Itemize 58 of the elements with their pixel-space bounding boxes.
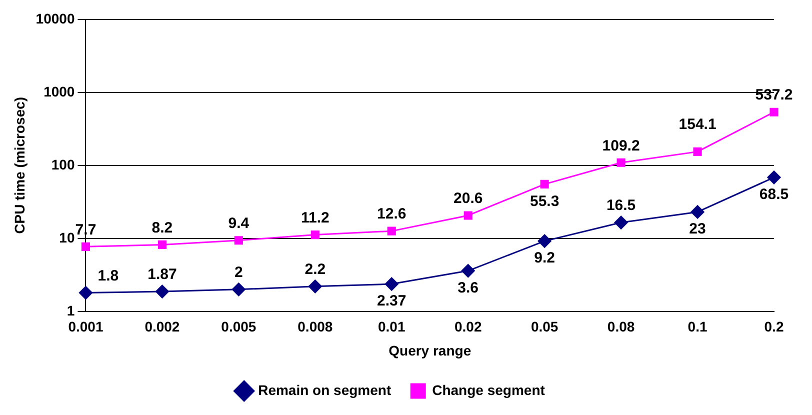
x-tick-label: 0.005 — [221, 318, 256, 335]
point — [155, 284, 169, 298]
legend-label: Remain on segment — [258, 382, 392, 398]
y-tick-label: 10000 — [36, 10, 75, 26]
data-label: 2 — [234, 264, 243, 282]
data-label: 12.6 — [377, 206, 406, 223]
data-label: 9.4 — [228, 215, 250, 232]
data-label: 23 — [689, 220, 706, 238]
x-tick-label: 0.05 — [530, 318, 558, 335]
data-label: 537.2 — [755, 86, 793, 104]
point — [387, 226, 396, 236]
x-tick-label: 0.08 — [607, 318, 635, 335]
data-label: 68.5 — [759, 186, 789, 204]
y-tick-label: 10 — [59, 229, 75, 246]
point — [538, 234, 552, 248]
point — [384, 277, 398, 291]
x-axis-title: Query range — [388, 342, 472, 358]
data-label: 55.3 — [530, 192, 560, 210]
x-tick-label: 0.002 — [144, 318, 180, 335]
y-tick-label: 100 — [51, 156, 75, 172]
point — [232, 282, 246, 296]
legend-label: Change segment — [432, 382, 546, 398]
point — [540, 180, 549, 188]
point — [81, 242, 90, 251]
data-label: 1.87 — [148, 266, 177, 284]
data-label: 2.37 — [377, 292, 406, 310]
data-label: 109.2 — [602, 137, 640, 154]
point — [461, 264, 475, 278]
point — [616, 158, 626, 167]
data-label: 2.2 — [304, 261, 326, 278]
y-tick-label: 1 — [66, 302, 75, 318]
x-tick-label: 0.2 — [764, 318, 784, 335]
x-tick-label: 0.001 — [68, 318, 104, 335]
data-label: 20.6 — [454, 190, 483, 208]
point — [767, 170, 781, 184]
x-tick-label: 0.01 — [378, 318, 406, 335]
data-label: 11.2 — [300, 209, 330, 226]
data-label: 1.8 — [98, 267, 119, 284]
point — [464, 211, 472, 220]
x-tick-label: 0.008 — [298, 318, 333, 335]
point — [690, 205, 704, 219]
x-tick-label: 0.02 — [454, 318, 482, 335]
point — [310, 230, 320, 240]
point — [693, 147, 702, 156]
y-tick-label: 1000 — [44, 83, 75, 100]
data-label: 16.5 — [606, 197, 636, 214]
data-label: 9.2 — [534, 250, 556, 267]
data-label: 8.2 — [152, 219, 173, 236]
point — [308, 280, 322, 294]
data-label: 154.1 — [678, 116, 716, 134]
point — [614, 216, 628, 230]
point — [158, 240, 166, 249]
data-label: 3.6 — [458, 279, 479, 296]
point — [234, 236, 243, 245]
point — [770, 108, 778, 116]
point — [78, 286, 92, 300]
y-axis-title: CPU time (microsec) — [11, 96, 28, 234]
x-tick-label: 0.1 — [688, 318, 708, 335]
